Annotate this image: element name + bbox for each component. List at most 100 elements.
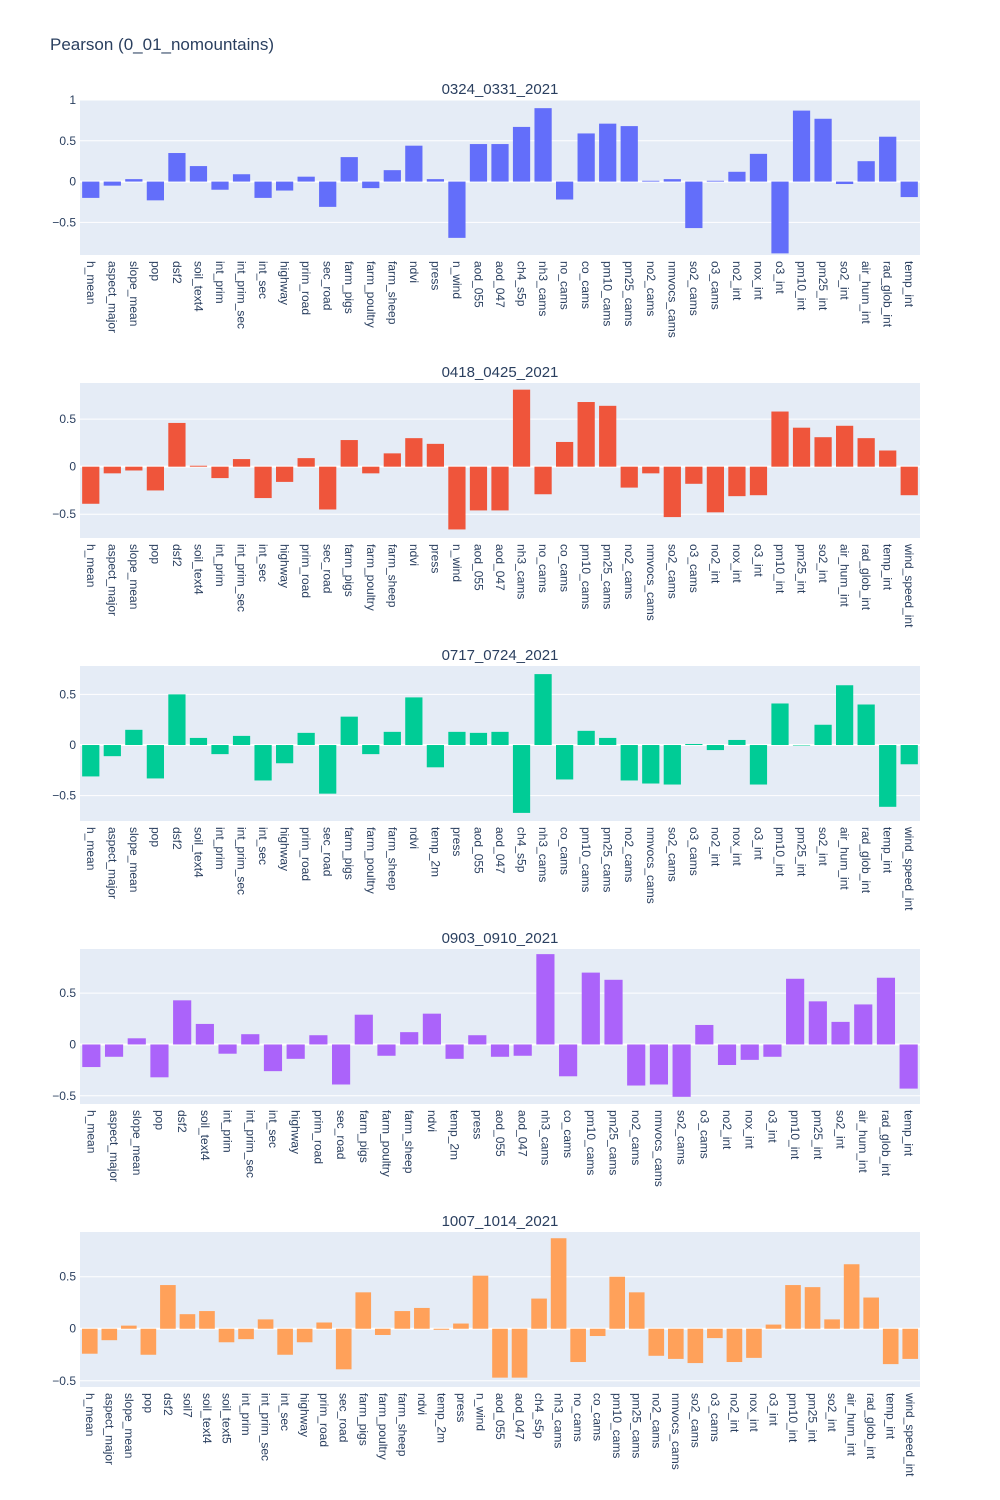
- y-tick-label: −0.5: [52, 1089, 76, 1103]
- x-tick-label: temp_int: [902, 1110, 916, 1157]
- x-tick-label: sec_road: [321, 261, 335, 310]
- bar-slope_mean: [125, 179, 143, 182]
- bar-press: [453, 1323, 469, 1329]
- bar-int_prim: [211, 745, 229, 755]
- x-tick-label: ch4_s5p: [515, 827, 529, 873]
- bar-slope_mean: [125, 729, 143, 746]
- x-tick-label: co_cams: [558, 827, 572, 875]
- bar-rad_glob_int: [863, 1297, 879, 1329]
- x-tick-label: pm10_int: [773, 544, 787, 594]
- x-tick-label: aod_055: [471, 261, 485, 308]
- x-tick-label: prim_road: [299, 544, 313, 598]
- bar-pm10_cams: [577, 730, 595, 746]
- x-tick-label: farm_poultry: [364, 261, 378, 328]
- x-tick-label: co_cams: [561, 1110, 575, 1158]
- x-tick-label: soil7: [180, 1393, 194, 1418]
- bar-farm_poultry: [362, 745, 380, 755]
- bar-no2_cams: [627, 1044, 646, 1086]
- bar-nh3_cams: [550, 1238, 567, 1329]
- x-tick-label: pm10_int: [773, 827, 787, 877]
- bar-press: [426, 443, 444, 467]
- bar-prim_road: [316, 1322, 332, 1329]
- x-tick-label: h_mean: [83, 1393, 97, 1436]
- x-tick-label: aod_055: [471, 827, 485, 874]
- bar-farm_sheep: [394, 1311, 411, 1329]
- x-tick-label: nh3_cams: [538, 1110, 552, 1165]
- bar-no2_int: [717, 1044, 737, 1065]
- bar-so2_int: [831, 1021, 850, 1045]
- bar-pm25_int: [804, 1287, 821, 1329]
- x-tick-label: o3_cams: [708, 1393, 722, 1442]
- bar-prim_road: [297, 732, 315, 746]
- subplot-3: 0717_0724_2021 −0.5 0 0.5 h_mean aspect_major…: [52, 647, 920, 911]
- subplot-title: 0903_0910_2021: [442, 930, 559, 947]
- x-tick-label: pm10_cams: [610, 1393, 624, 1458]
- x-tick-label: temp_int: [881, 827, 895, 874]
- x-tick-label: n_wind: [450, 261, 464, 299]
- x-tick-label: int_prim: [213, 261, 227, 304]
- x-tick-label: temp_int: [881, 544, 895, 591]
- x-tick-label: ndvi: [407, 827, 421, 849]
- x-tick-label: int_prim: [239, 1393, 253, 1436]
- bar-wind_speed_int: [900, 466, 918, 496]
- x-tick-label: pm25_cams: [622, 261, 636, 326]
- x-tick-label: ndvi: [407, 261, 421, 283]
- bar-sec_road: [332, 1044, 351, 1085]
- x-tick-label: nh3_cams: [536, 827, 550, 882]
- x-tick-label: press: [450, 827, 464, 856]
- x-tick-label: int_prim_sec: [235, 827, 249, 895]
- x-tick-label: no2_int: [720, 1110, 734, 1150]
- bar-int_prim: [211, 466, 229, 479]
- bar-pm10_int: [786, 978, 805, 1045]
- bar-o3_cams: [706, 180, 724, 182]
- x-tick-label: air_hum_int: [856, 1110, 870, 1173]
- bar-dsf2: [168, 153, 186, 182]
- bar-n_wind: [448, 181, 466, 238]
- x-tick-label: so2_int: [834, 1110, 848, 1149]
- bar-farm_sheep: [383, 170, 401, 182]
- bar-sec_road: [335, 1328, 352, 1370]
- x-tick-label: so2_cams: [665, 827, 679, 882]
- bar-pm10_int: [792, 110, 811, 182]
- x-tick-label: farm_sheep: [385, 544, 399, 608]
- bar-co_cams: [556, 441, 574, 467]
- bar-sec_road: [319, 745, 337, 794]
- x-tick-label: soil_text4: [191, 261, 205, 312]
- subplot-1: 0324_0331_2021 −0.5 0 0.5 1 h_mean aspect_majo…: [52, 81, 920, 338]
- bar-ch4_s5p: [512, 126, 531, 182]
- bar-farm_poultry: [362, 181, 380, 189]
- x-tick-label: press: [428, 544, 442, 573]
- x-tick-label: no2_cams: [629, 1110, 643, 1165]
- x-tick-label: nmvocs_cams: [652, 1110, 666, 1187]
- y-tick-label: −0.5: [52, 215, 76, 229]
- x-tick-label: air_hum_int: [845, 1393, 859, 1456]
- bar-slope_mean: [121, 1325, 137, 1329]
- bar-int_prim_sec: [241, 1034, 260, 1045]
- y-tick-label: 0.5: [59, 687, 76, 701]
- bar-aod_047: [491, 144, 509, 182]
- bar-no2_int: [706, 466, 724, 513]
- subplot-4: 0903_0910_2021 −0.5 0 0.5 h_mean aspect_major…: [52, 930, 920, 1187]
- x-tick-label: pm25_int: [806, 1393, 820, 1443]
- bar-slope_mean: [127, 1038, 146, 1045]
- bar-nmvocs_cams: [668, 1328, 684, 1359]
- x-tick-label: highway: [289, 1110, 303, 1154]
- bar-nox_int: [728, 466, 746, 497]
- x-tick-label: so2_int: [838, 261, 852, 300]
- y-tick-label: 0.5: [59, 412, 76, 426]
- bar-ndvi: [405, 145, 423, 182]
- x-tick-label: air_hum_int: [859, 261, 873, 324]
- x-tick-label: pm10_cams: [579, 544, 593, 609]
- x-tick-label: prim_road: [317, 1393, 331, 1447]
- x-tick-label: o3_cams: [708, 261, 722, 310]
- x-tick-label: aod_055: [471, 544, 485, 591]
- x-tick-label: temp_int: [902, 261, 916, 308]
- bar-rad_glob_int: [876, 977, 896, 1045]
- bar-nmvocs_cams: [649, 1044, 668, 1085]
- bar-temp_2m: [433, 1328, 450, 1330]
- x-tick-label: ndvi: [425, 1110, 439, 1132]
- x-tick-label: o3_int: [766, 1393, 780, 1426]
- x-tick-label: pm10_cams: [584, 1110, 598, 1175]
- y-tick-label: 0: [69, 1322, 76, 1336]
